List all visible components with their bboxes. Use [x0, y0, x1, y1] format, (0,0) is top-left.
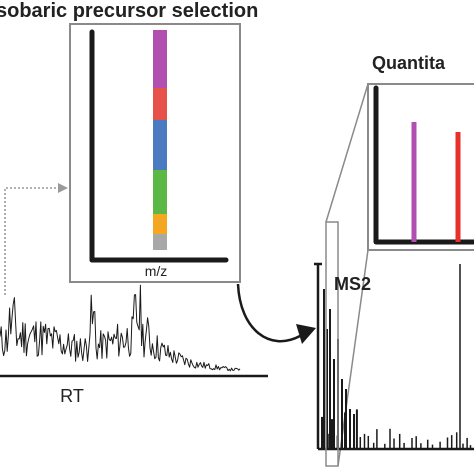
isobaric-color-band	[153, 170, 167, 214]
diagram-title: sobaric precursor selection	[0, 0, 258, 22]
ms2-reporter-region-box	[325, 221, 339, 467]
chromatogram-x-label: RT	[60, 386, 84, 406]
isobaric-color-band	[153, 30, 167, 88]
quant-title: Quantita	[372, 53, 446, 73]
isobaric-color-band	[153, 120, 167, 170]
mz-axis-label: m/z	[145, 263, 168, 279]
chromatogram-trace	[0, 284, 241, 372]
ms2-label: MS2	[334, 274, 371, 294]
isobaric-color-stack	[153, 30, 167, 250]
chromatogram-plot: RT	[0, 284, 268, 406]
isobaric-color-band	[153, 234, 167, 250]
ms2-spectrum: MS2	[314, 221, 474, 467]
mz-inset: m/z	[69, 23, 241, 283]
isobaric-color-band	[153, 88, 167, 120]
ms2-arrow	[236, 283, 316, 344]
isobaric-color-band	[153, 214, 167, 234]
precursor-selection-connector	[4, 183, 68, 295]
quant-inset: Quantita	[367, 53, 474, 251]
